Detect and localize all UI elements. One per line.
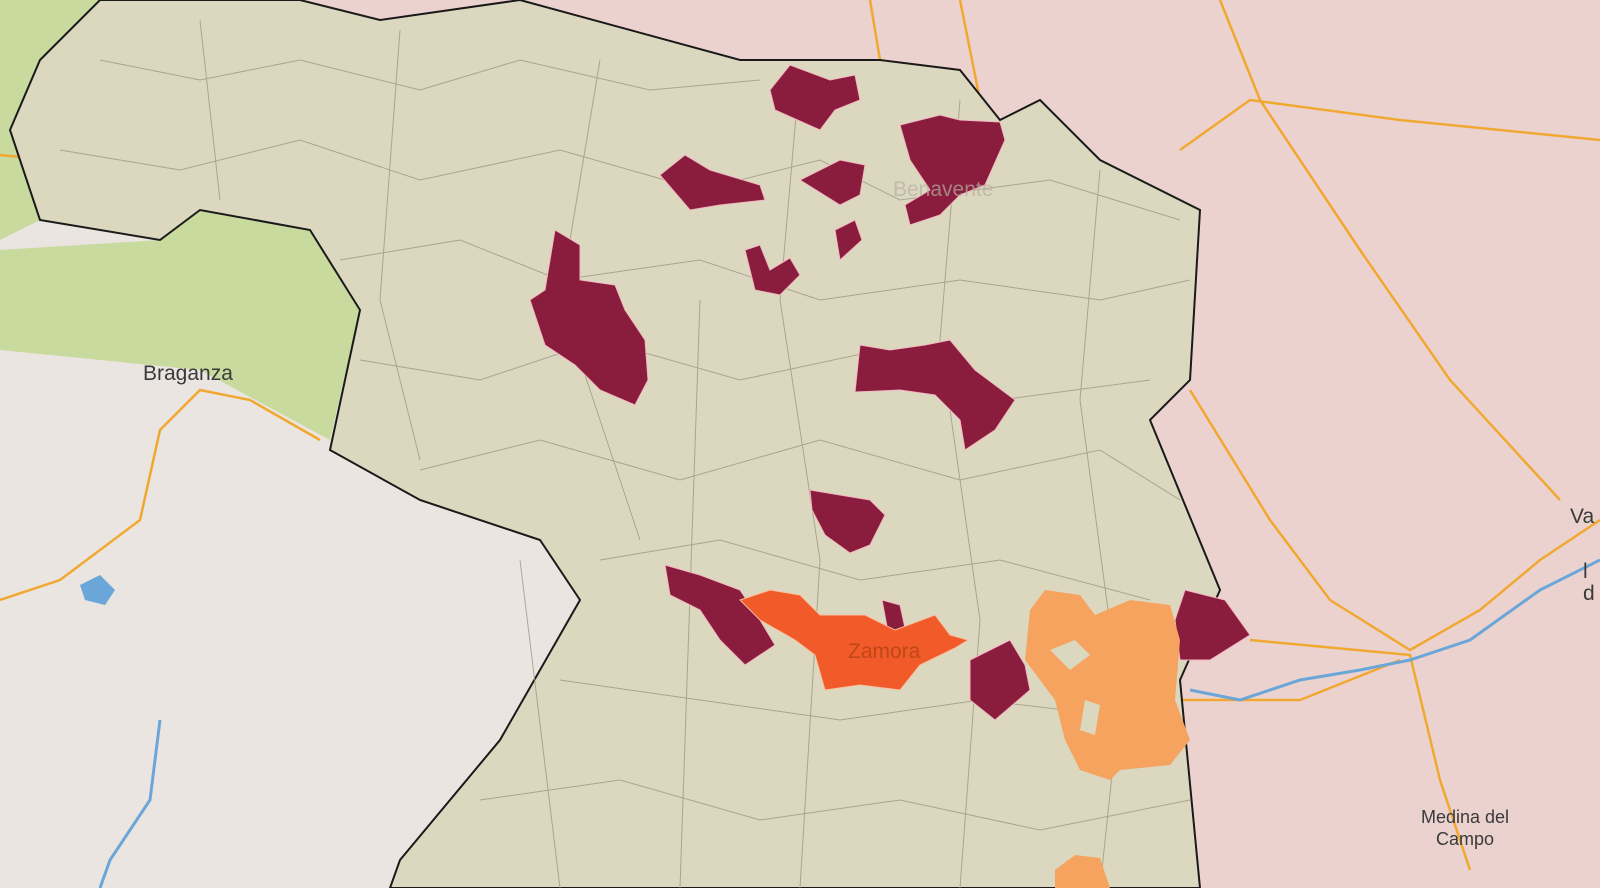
city-label-zamora[interactable]: Zamora [848, 640, 921, 663]
reservoir [80, 575, 115, 605]
valladolid-province [520, 0, 1600, 888]
rivers [98, 558, 1600, 888]
city-label-partial-d: d [1583, 582, 1595, 605]
highest-incidence-municipalities[interactable] [529, 64, 1251, 721]
city-label-valladolid-partial[interactable]: Va [1570, 505, 1595, 528]
high-incidence-municipality-zamora[interactable] [739, 589, 970, 691]
medium-incidence-municipalities[interactable] [1025, 590, 1190, 888]
city-label-medina-del-campo[interactable]: Medina del Campo [1420, 807, 1510, 849]
city-label-braganza[interactable]: Braganza [143, 362, 233, 385]
city-label-partial-l: l [1583, 560, 1588, 583]
lakes [1050, 640, 1100, 735]
city-label-benavente[interactable]: Benavente [893, 178, 994, 201]
